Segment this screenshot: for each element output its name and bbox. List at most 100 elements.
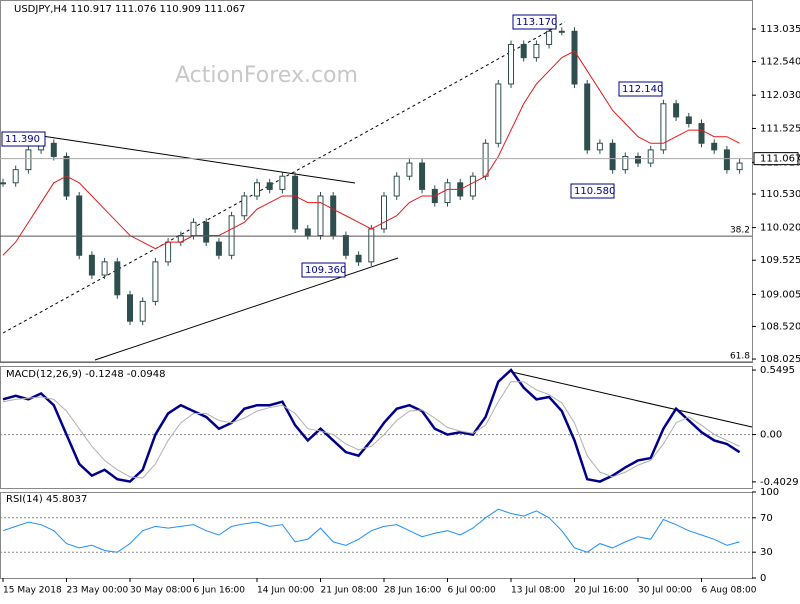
candle — [546, 30, 553, 45]
y-tick-label: 113.035 — [760, 24, 800, 35]
y-tick-label: 112.540 — [760, 57, 800, 68]
candle — [0, 182, 6, 185]
x-tick-label: 13 Jul 08:00 — [511, 586, 565, 596]
candle — [381, 195, 387, 230]
candle — [660, 103, 667, 151]
y-tick-label: 0 — [760, 573, 766, 584]
candle — [723, 149, 730, 171]
candle — [533, 43, 540, 59]
x-tick-label: 15 May 2018 — [3, 586, 62, 596]
candle — [673, 103, 680, 118]
candle — [698, 123, 705, 144]
x-tick-label: 21 Jun 08:00 — [321, 586, 378, 596]
y-tick-label: 30 — [760, 547, 773, 558]
x-tick-label: 14 Jun 00:00 — [257, 586, 314, 596]
candle — [12, 169, 19, 184]
candle — [88, 254, 95, 276]
y-tick-label: 110.020 — [760, 223, 800, 234]
macd-panel — [0, 366, 753, 489]
candle — [469, 175, 476, 197]
candle — [25, 149, 32, 171]
trend-line — [94, 257, 399, 361]
y-tick-label: 108.520 — [760, 321, 800, 332]
trend-line — [2, 21, 566, 334]
candle — [558, 30, 565, 33]
annotation-box — [570, 183, 615, 199]
x-tick-label: 6 Jul 00:00 — [448, 586, 497, 596]
candle — [342, 235, 349, 256]
y-tick-label: 112.030 — [760, 90, 800, 101]
candle — [495, 83, 502, 144]
candle — [127, 294, 133, 322]
x-tick-label: 23 May 00:00 — [67, 586, 129, 596]
candle — [355, 254, 362, 263]
x-tick-label: 6 Aug 08:00 — [702, 586, 757, 596]
fib-label: 38.2 — [730, 226, 750, 236]
candle — [520, 43, 527, 59]
x-tick-label: 28 Jun 16:00 — [384, 586, 441, 596]
candle — [571, 30, 578, 85]
candle — [114, 261, 121, 296]
candle — [406, 162, 413, 177]
chart-title: USDJPY,H4 110.917 111.076 110.909 111.06… — [14, 4, 245, 15]
candle — [254, 182, 260, 197]
candle — [647, 149, 654, 164]
annotation: 11.390 — [5, 134, 40, 145]
candle — [622, 155, 629, 171]
annotation-box — [301, 262, 346, 278]
candle — [419, 162, 426, 190]
candle — [190, 221, 197, 237]
rsi-panel — [0, 492, 753, 579]
x-tick-label: 30 Jul 00:00 — [638, 586, 692, 596]
candle — [50, 142, 57, 157]
trend-line — [511, 371, 753, 428]
y-tick-label: 100 — [760, 487, 779, 498]
candle — [736, 162, 743, 171]
candle — [228, 215, 235, 256]
fib-label: 61.8 — [730, 352, 750, 362]
candle — [330, 195, 337, 237]
candle — [508, 43, 514, 85]
series-line — [2, 381, 740, 479]
rsi-title: RSI(14) 45.8037 — [6, 494, 87, 505]
y-tick-label: 108.025 — [760, 354, 800, 365]
candle — [711, 142, 718, 151]
x-tick-label: 30 May 08:00 — [130, 586, 192, 596]
x-tick-label: 6 Jun 16:00 — [194, 586, 246, 596]
series-line — [2, 368, 741, 483]
candle — [444, 182, 451, 204]
y-tick-label: 109.005 — [760, 289, 800, 300]
macd-title: MACD(12,26,9) -0.1248 -0.0948 — [6, 369, 166, 380]
candle — [635, 155, 641, 164]
y-tick-label: 0.00 — [760, 430, 782, 441]
candle — [368, 228, 375, 263]
candle — [304, 228, 311, 237]
candle — [482, 142, 489, 177]
candle — [609, 142, 616, 171]
candle — [685, 116, 692, 125]
candle — [266, 182, 273, 190]
y-tick-label: 0.5495 — [760, 365, 795, 376]
annotation: 112.140 — [622, 84, 663, 95]
annotation-box — [618, 81, 663, 97]
x-tick-label: 20 Jul 16:00 — [575, 586, 629, 596]
last-price-box — [753, 152, 799, 166]
candle — [279, 175, 286, 190]
watermark: ActionForex.com — [175, 63, 358, 88]
candle — [101, 261, 108, 276]
y-tick-label: -0.4029 — [760, 477, 799, 488]
candle — [203, 221, 210, 243]
candle — [317, 195, 324, 237]
y-tick-label: 109.525 — [760, 255, 800, 266]
candle — [584, 83, 591, 151]
series-line — [2, 50, 740, 256]
annotation: 113.170 — [516, 17, 557, 28]
candle — [292, 175, 299, 230]
candle — [393, 175, 400, 197]
candle — [241, 195, 248, 217]
candle — [596, 142, 603, 151]
last-price-label: 111.067 — [760, 154, 800, 165]
